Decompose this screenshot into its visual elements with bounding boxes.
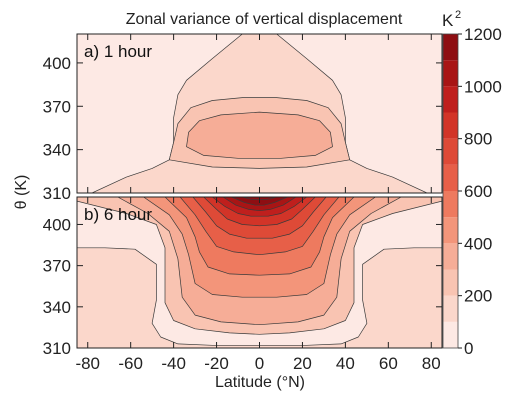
colorbar-tick-label: 1200 bbox=[464, 25, 502, 44]
colorbar-swatch bbox=[443, 295, 458, 322]
colorbar-tick-label: 1000 bbox=[464, 77, 502, 96]
x-axis-ticks: -80 -60 -40 -20 0 20 40 60 80 bbox=[75, 354, 440, 373]
colorbar-unit-superscript: 2 bbox=[455, 9, 461, 21]
colorbar-swatch bbox=[443, 86, 458, 113]
x-tick-label: 60 bbox=[379, 354, 398, 373]
x-tick-label: -20 bbox=[204, 354, 229, 373]
x-tick-label: 20 bbox=[293, 354, 312, 373]
colorbar-swatch bbox=[443, 34, 458, 61]
colorbar-swatch bbox=[443, 243, 458, 270]
x-tick-label: 0 bbox=[255, 354, 264, 373]
colorbar-swatch bbox=[443, 217, 458, 244]
panel-a-1-hour: 310 340 370 400 a) 1 hour bbox=[43, 33, 443, 203]
y-tick-label: 340 bbox=[43, 298, 71, 317]
y-tick-label: 400 bbox=[43, 54, 71, 73]
colorbar-tick-label: 200 bbox=[464, 287, 492, 306]
contour-level-100 bbox=[77, 247, 442, 348]
x-tick-label: -80 bbox=[75, 354, 100, 373]
contour-level-300 bbox=[186, 111, 333, 159]
y-tick-label: 370 bbox=[43, 257, 71, 276]
colorbar: 0 200 400 600 800 1000 1200 K 2 bbox=[442, 9, 502, 358]
y-tick-label: 310 bbox=[43, 184, 71, 203]
colorbar-swatch bbox=[443, 112, 458, 139]
y-axis-title: θ (K) bbox=[13, 175, 30, 210]
colorbar-tick-label: 0 bbox=[464, 339, 473, 358]
colorbar-unit: K bbox=[442, 11, 454, 30]
colorbar-swatch bbox=[443, 138, 458, 165]
colorbar-swatch bbox=[443, 191, 458, 218]
y-tick-label: 340 bbox=[43, 141, 71, 160]
panel-b-6-hour: 310 340 370 400 b) 6 hour bbox=[43, 196, 443, 358]
y-tick-label: 310 bbox=[43, 339, 71, 358]
panel-label: b) 6 hour bbox=[84, 205, 152, 224]
x-tick-label: 40 bbox=[336, 354, 355, 373]
x-tick-label: -40 bbox=[161, 354, 186, 373]
panel-label: a) 1 hour bbox=[84, 42, 152, 61]
x-axis-title: Latitude (°N) bbox=[215, 374, 305, 391]
colorbar-swatch bbox=[443, 269, 458, 296]
x-tick-label: 80 bbox=[422, 354, 441, 373]
colorbar-swatch bbox=[443, 60, 458, 87]
colorbar-tick-label: 600 bbox=[464, 182, 492, 201]
colorbar-swatch bbox=[443, 164, 458, 191]
colorbar-swatch bbox=[443, 321, 458, 348]
chart-title: Zonal variance of vertical displacement bbox=[126, 11, 403, 28]
y-tick-label: 370 bbox=[43, 97, 71, 116]
colorbar-tick-label: 800 bbox=[464, 130, 492, 149]
x-tick-label: -60 bbox=[118, 354, 143, 373]
colorbar-tick-label: 400 bbox=[464, 234, 492, 253]
y-tick-label: 400 bbox=[43, 215, 71, 234]
